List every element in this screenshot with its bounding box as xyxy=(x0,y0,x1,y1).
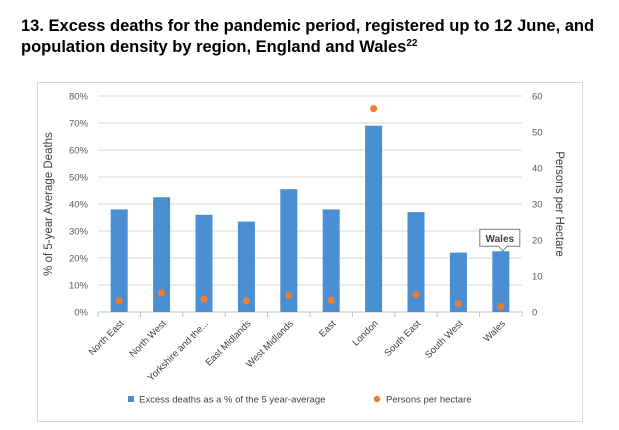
callout-box xyxy=(479,228,521,253)
legend-label-bar: Excess deaths as a % of the 5 year-avera… xyxy=(139,395,325,406)
bar xyxy=(280,189,298,312)
x-tick-label: North West xyxy=(127,318,169,360)
data-point xyxy=(200,295,208,303)
y2-tick-label: 10 xyxy=(532,272,543,283)
y-tick-label: 0% xyxy=(74,308,88,319)
legend-swatch-bar xyxy=(128,396,134,402)
bar xyxy=(322,209,340,312)
data-point xyxy=(497,303,505,311)
bar xyxy=(407,212,425,312)
title-footnote: 22 xyxy=(406,38,418,49)
y2-tick-label: 30 xyxy=(532,200,543,211)
x-tick-label: Wales xyxy=(482,318,508,344)
y-tick-label: 40% xyxy=(69,200,89,211)
bar xyxy=(110,209,128,312)
y-tick-label: 30% xyxy=(69,227,89,238)
y-tick-label: 70% xyxy=(69,119,89,130)
data-point xyxy=(370,105,378,113)
y2-tick-label: 50 xyxy=(532,128,543,139)
data-point xyxy=(412,291,420,299)
x-tick-label: South West xyxy=(423,318,466,361)
data-point xyxy=(242,297,250,305)
x-tick-label: North East xyxy=(87,318,127,358)
y-tick-label: 60% xyxy=(69,146,89,157)
data-point xyxy=(158,289,166,297)
data-point xyxy=(115,297,123,305)
bar xyxy=(449,252,467,312)
y2-tick-label: 0 xyxy=(532,308,537,319)
legend-label-dot: Persons per hectare xyxy=(386,395,472,406)
bar xyxy=(365,125,383,312)
x-tick-label: South East xyxy=(382,318,423,359)
x-tick-label: East xyxy=(317,318,338,339)
y-tick-label: 10% xyxy=(69,281,89,292)
callout-label: Wales xyxy=(486,234,515,245)
x-tick-label: London xyxy=(351,318,381,348)
bar xyxy=(195,214,213,312)
y2-tick-label: 20 xyxy=(532,236,543,247)
y-tick-label: 80% xyxy=(69,92,89,103)
y2-tick-label: 60 xyxy=(532,92,543,103)
data-point xyxy=(285,291,293,300)
legend-swatch-dot xyxy=(373,395,381,403)
chart-area xyxy=(37,82,583,422)
y2-tick-label: 40 xyxy=(532,164,543,175)
y-tick-label: 50% xyxy=(69,173,89,184)
bar xyxy=(492,251,510,312)
y2-axis-title: Persons per Hectare xyxy=(553,151,565,256)
bar xyxy=(153,197,171,312)
bar xyxy=(237,221,255,312)
y-axis-title: % of 5-year Average Deaths xyxy=(43,132,55,276)
data-point xyxy=(454,300,462,308)
page-title: 13. Excess deaths for the pandemic perio… xyxy=(21,16,611,58)
title-text: 13. Excess deaths for the pandemic perio… xyxy=(21,17,595,56)
y-tick-label: 20% xyxy=(69,254,89,265)
data-point xyxy=(327,296,335,305)
